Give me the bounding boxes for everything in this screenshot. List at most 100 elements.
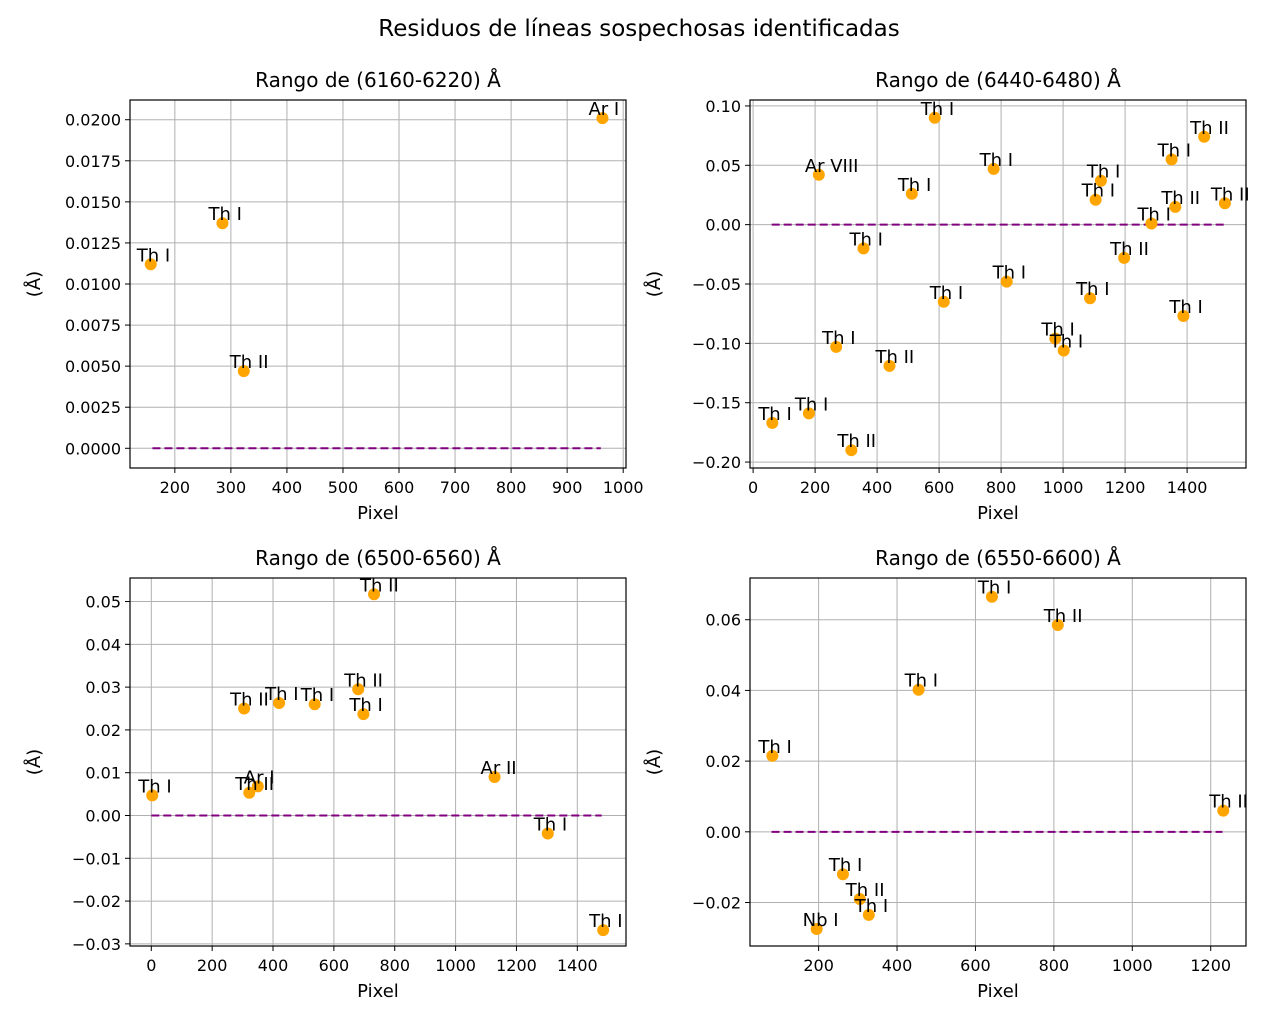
- x-tick-label: 200: [803, 956, 834, 975]
- data-point: [243, 786, 256, 799]
- x-tick-label: 0: [146, 956, 156, 975]
- data-point: [928, 111, 941, 124]
- point-label: Th I: [929, 283, 963, 304]
- data-point: [766, 416, 779, 429]
- data-point: [1145, 217, 1158, 230]
- y-tick-label: 0.00: [85, 806, 121, 825]
- x-tick-label: 1200: [1105, 478, 1146, 497]
- point-label: Th I: [264, 684, 298, 705]
- data-point: [1118, 251, 1131, 264]
- y-tick-label: 0.05: [85, 593, 121, 612]
- point-label: Th II: [229, 352, 269, 373]
- x-tick-label: 1400: [557, 956, 598, 975]
- data-point: [1084, 292, 1097, 305]
- data-point: [308, 698, 321, 711]
- point-label: Th II: [1210, 184, 1250, 205]
- x-tick-label: 400: [272, 478, 303, 497]
- point-label: Th I: [137, 776, 171, 797]
- x-tick-label: 400: [258, 956, 289, 975]
- y-tick-label: 0.0050: [65, 357, 121, 376]
- point-label: Th I: [821, 328, 855, 349]
- data-point: [1000, 275, 1013, 288]
- data-point: [144, 258, 157, 271]
- data-point: [853, 892, 866, 905]
- data-point: [541, 827, 554, 840]
- y-tick-label: 0.05: [705, 156, 741, 175]
- y-tick-label: −0.02: [72, 892, 121, 911]
- y-tick-label: 0.0025: [65, 398, 121, 417]
- point-label: Th I: [794, 394, 828, 415]
- point-label: Ar I: [588, 99, 619, 120]
- x-tick-label: 800: [986, 478, 1017, 497]
- data-point: [937, 295, 950, 308]
- point-label: Th I: [757, 737, 791, 758]
- axes-frame: [129, 577, 627, 947]
- y-tick-label: 0.01: [85, 764, 121, 783]
- data-point: [905, 187, 918, 200]
- y-tick-label: −0.20: [692, 453, 741, 472]
- x-tick-label: 1000: [603, 478, 644, 497]
- subplot-title: Rango de (6500-6560) Å: [255, 546, 501, 570]
- y-tick-label: −0.01: [72, 849, 121, 868]
- y-tick-label: 0.0100: [65, 275, 121, 294]
- x-axis-label: Pixel: [977, 981, 1019, 1002]
- data-point: [352, 683, 365, 696]
- point-label: Th II: [359, 575, 399, 596]
- x-tick-label: 1200: [1190, 956, 1231, 975]
- point-label: Th I: [854, 896, 888, 917]
- x-tick-label: 800: [1039, 956, 1070, 975]
- y-tick-label: 0.0200: [65, 111, 121, 130]
- x-tick-label: 200: [800, 478, 831, 497]
- y-axis-label: (Å): [643, 271, 665, 297]
- x-tick-label: 0: [748, 478, 758, 497]
- point-label: Th I: [207, 204, 241, 225]
- data-point: [810, 923, 823, 936]
- y-tick-label: −0.15: [692, 394, 741, 413]
- point-label: Th I: [977, 578, 1011, 599]
- y-tick-label: 0.06: [705, 611, 741, 630]
- data-point: [1217, 804, 1230, 817]
- x-tick-label: 200: [160, 478, 191, 497]
- point-label: Th II: [229, 690, 269, 711]
- data-point: [216, 217, 229, 230]
- point-label: Th II: [1043, 606, 1083, 627]
- data-point: [238, 702, 251, 715]
- x-tick-label: 300: [216, 478, 247, 497]
- data-point: [1049, 332, 1062, 345]
- data-point: [368, 588, 381, 601]
- point-label: Th I: [828, 855, 862, 876]
- x-tick-label: 1000: [1112, 956, 1153, 975]
- point-label: Th I: [848, 229, 882, 250]
- x-tick-label: 400: [882, 956, 913, 975]
- y-tick-label: 0.04: [85, 635, 121, 654]
- data-point: [987, 162, 1000, 175]
- point-label: Th II: [1208, 792, 1248, 813]
- x-tick-label: 600: [960, 956, 991, 975]
- data-point: [985, 590, 998, 603]
- point-label: Th I: [979, 150, 1013, 171]
- data-point: [273, 696, 286, 709]
- point-label: Th II: [1189, 118, 1229, 139]
- data-point: [857, 242, 870, 255]
- point-label: Th I: [920, 99, 954, 120]
- data-point: [357, 708, 370, 721]
- data-point: [1218, 197, 1231, 210]
- point-label: Th I: [300, 685, 334, 706]
- data-point: [1169, 200, 1182, 213]
- y-tick-label: 0.00: [705, 216, 741, 235]
- x-axis-label: Pixel: [357, 981, 399, 1002]
- data-point: [597, 924, 610, 937]
- point-label: Th I: [1086, 162, 1120, 183]
- figure-title: Residuos de líneas sospechosas identific…: [378, 16, 900, 42]
- x-tick-label: 800: [496, 478, 527, 497]
- point-label: Th II: [875, 347, 915, 368]
- data-point: [766, 749, 779, 762]
- data-point: [251, 780, 264, 793]
- point-label: Th II: [343, 670, 383, 691]
- point-label: Th II: [845, 880, 885, 901]
